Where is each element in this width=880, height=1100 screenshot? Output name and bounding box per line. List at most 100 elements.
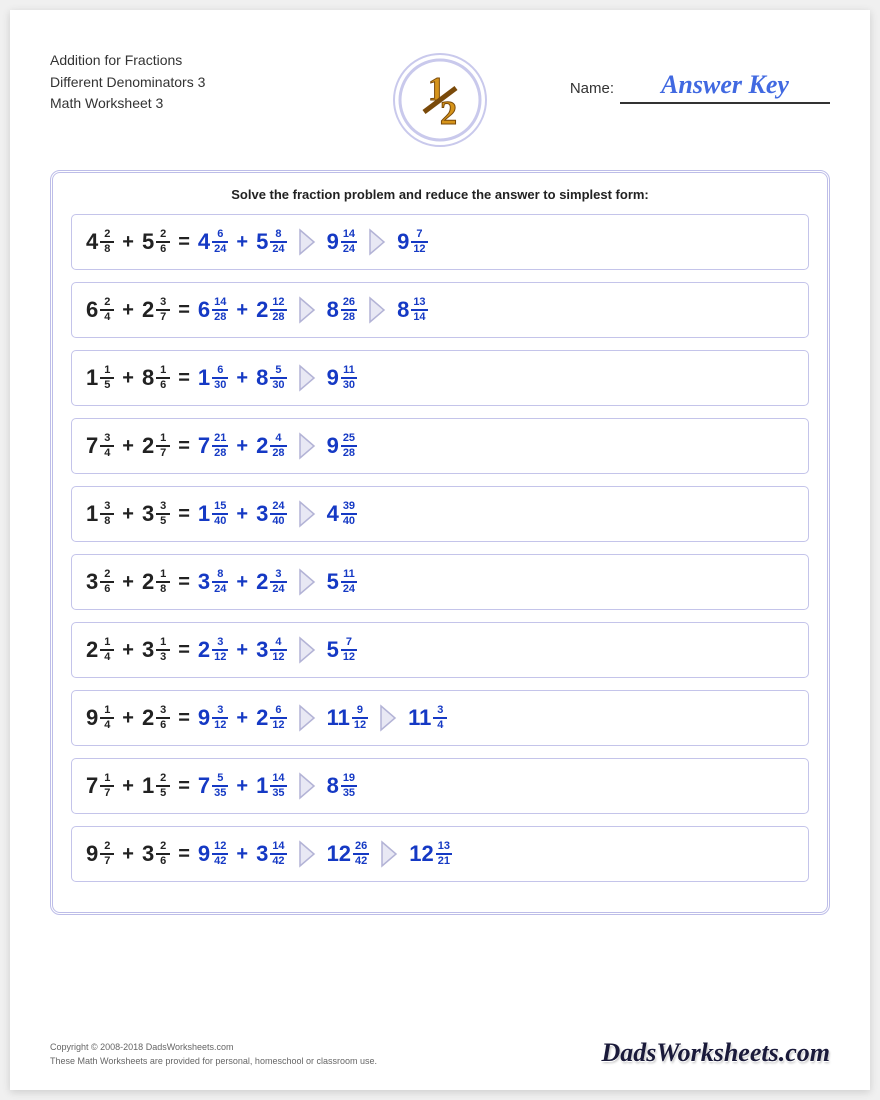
whole-part: 6 xyxy=(86,297,98,323)
fraction-part: 530 xyxy=(270,365,286,392)
whole-part: 8 xyxy=(256,365,268,391)
whole-part: 3 xyxy=(142,637,154,663)
whole-part: 3 xyxy=(142,841,154,867)
whole-part: 12 xyxy=(327,841,351,867)
fraction-part: 28 xyxy=(100,229,114,256)
mixed-number: 927 xyxy=(86,841,114,868)
mixed-number: 121321 xyxy=(409,841,452,868)
instruction-text: Solve the fraction problem and reduce th… xyxy=(71,187,809,202)
fraction-part: 2628 xyxy=(341,297,357,324)
mixed-number: 335 xyxy=(142,501,170,528)
mixed-number: 138 xyxy=(86,501,114,528)
fraction-part: 17 xyxy=(156,433,170,460)
whole-part: 7 xyxy=(198,773,210,799)
mixed-number: 21228 xyxy=(256,297,287,324)
logo-badge: 1 2 xyxy=(390,50,490,155)
mixed-number: 81314 xyxy=(397,297,428,324)
mixed-number: 72128 xyxy=(198,433,229,460)
arrow-icon xyxy=(378,703,398,733)
fraction-part: 1428 xyxy=(212,297,228,324)
title-line-2: Different Denominators 3 xyxy=(50,72,300,94)
whole-part: 9 xyxy=(198,841,210,867)
fraction-part: 2128 xyxy=(212,433,228,460)
fraction-part: 17 xyxy=(100,773,114,800)
mixed-number: 4624 xyxy=(198,229,229,256)
arrow-icon xyxy=(297,499,317,529)
whole-part: 7 xyxy=(198,433,210,459)
whole-part: 5 xyxy=(327,637,339,663)
whole-part: 2 xyxy=(142,569,154,595)
mixed-number: 115 xyxy=(86,365,114,392)
arrow-icon xyxy=(297,295,317,325)
arrow-icon xyxy=(297,839,317,869)
copyright-line-2: These Math Worksheets are provided for p… xyxy=(50,1055,377,1069)
operator: + xyxy=(236,367,248,390)
fraction-part: 1130 xyxy=(341,365,357,392)
whole-part: 4 xyxy=(86,229,98,255)
mixed-number: 3412 xyxy=(256,637,287,664)
mixed-number: 31442 xyxy=(256,841,287,868)
whole-part: 3 xyxy=(256,637,268,663)
whole-part: 5 xyxy=(256,229,268,255)
fraction-part: 324 xyxy=(270,569,286,596)
mixed-number: 624 xyxy=(86,297,114,324)
whole-part: 9 xyxy=(86,841,98,867)
fraction-part: 25 xyxy=(156,773,170,800)
whole-part: 3 xyxy=(86,569,98,595)
whole-part: 4 xyxy=(327,501,339,527)
operator: = xyxy=(178,367,190,390)
operator: = xyxy=(178,435,190,458)
fraction-part: 1124 xyxy=(341,569,357,596)
fraction-part: 16 xyxy=(156,365,170,392)
fraction-part: 26 xyxy=(156,229,170,256)
operator: + xyxy=(236,503,248,526)
mixed-number: 122642 xyxy=(327,841,370,868)
mixed-number: 326 xyxy=(142,841,170,868)
header: Addition for Fractions Different Denomin… xyxy=(50,50,830,160)
whole-part: 1 xyxy=(86,501,98,527)
mixed-number: 236 xyxy=(142,705,170,732)
mixed-number: 717 xyxy=(86,773,114,800)
operator: = xyxy=(178,503,190,526)
whole-part: 8 xyxy=(327,773,339,799)
name-field: Name: Answer Key xyxy=(570,70,830,104)
whole-part: 9 xyxy=(397,229,409,255)
problem-row: 927+326=91242+31442122642121321 xyxy=(71,826,809,882)
fraction-part: 24 xyxy=(100,297,114,324)
fraction-part: 1314 xyxy=(411,297,427,324)
mixed-number: 1134 xyxy=(408,705,447,732)
arrow-icon xyxy=(379,839,399,869)
title-line-3: Math Worksheet 3 xyxy=(50,93,300,115)
operator: + xyxy=(122,367,134,390)
operator: + xyxy=(122,299,134,322)
operator: = xyxy=(178,571,190,594)
operator: + xyxy=(122,503,134,526)
copyright-line-1: Copyright © 2008-2018 DadsWorksheets.com xyxy=(50,1041,377,1055)
fraction-part: 824 xyxy=(270,229,286,256)
problem-row: 326+218=3824+232451124 xyxy=(71,554,809,610)
fraction-part: 1540 xyxy=(212,501,228,528)
whole-part: 8 xyxy=(142,365,154,391)
mixed-number: 92528 xyxy=(327,433,358,460)
problem-frame: Solve the fraction problem and reduce th… xyxy=(50,170,830,915)
mixed-number: 2324 xyxy=(256,569,287,596)
operator: + xyxy=(236,707,248,730)
title-block: Addition for Fractions Different Denomin… xyxy=(50,50,300,115)
operator: + xyxy=(236,435,248,458)
whole-part: 3 xyxy=(256,841,268,867)
fraction-part: 2528 xyxy=(341,433,357,460)
whole-part: 5 xyxy=(327,569,339,595)
fraction-part: 37 xyxy=(156,297,170,324)
mixed-number: 51124 xyxy=(327,569,358,596)
mixed-number: 428 xyxy=(86,229,114,256)
whole-part: 2 xyxy=(142,705,154,731)
fraction-part: 1442 xyxy=(270,841,286,868)
copyright-block: Copyright © 2008-2018 DadsWorksheets.com… xyxy=(50,1041,377,1068)
fraction-part: 27 xyxy=(100,841,114,868)
fraction-part: 624 xyxy=(212,229,228,256)
operator: + xyxy=(122,571,134,594)
operator: = xyxy=(178,639,190,662)
operator: + xyxy=(122,435,134,458)
mixed-number: 2612 xyxy=(256,705,287,732)
mixed-number: 32440 xyxy=(256,501,287,528)
